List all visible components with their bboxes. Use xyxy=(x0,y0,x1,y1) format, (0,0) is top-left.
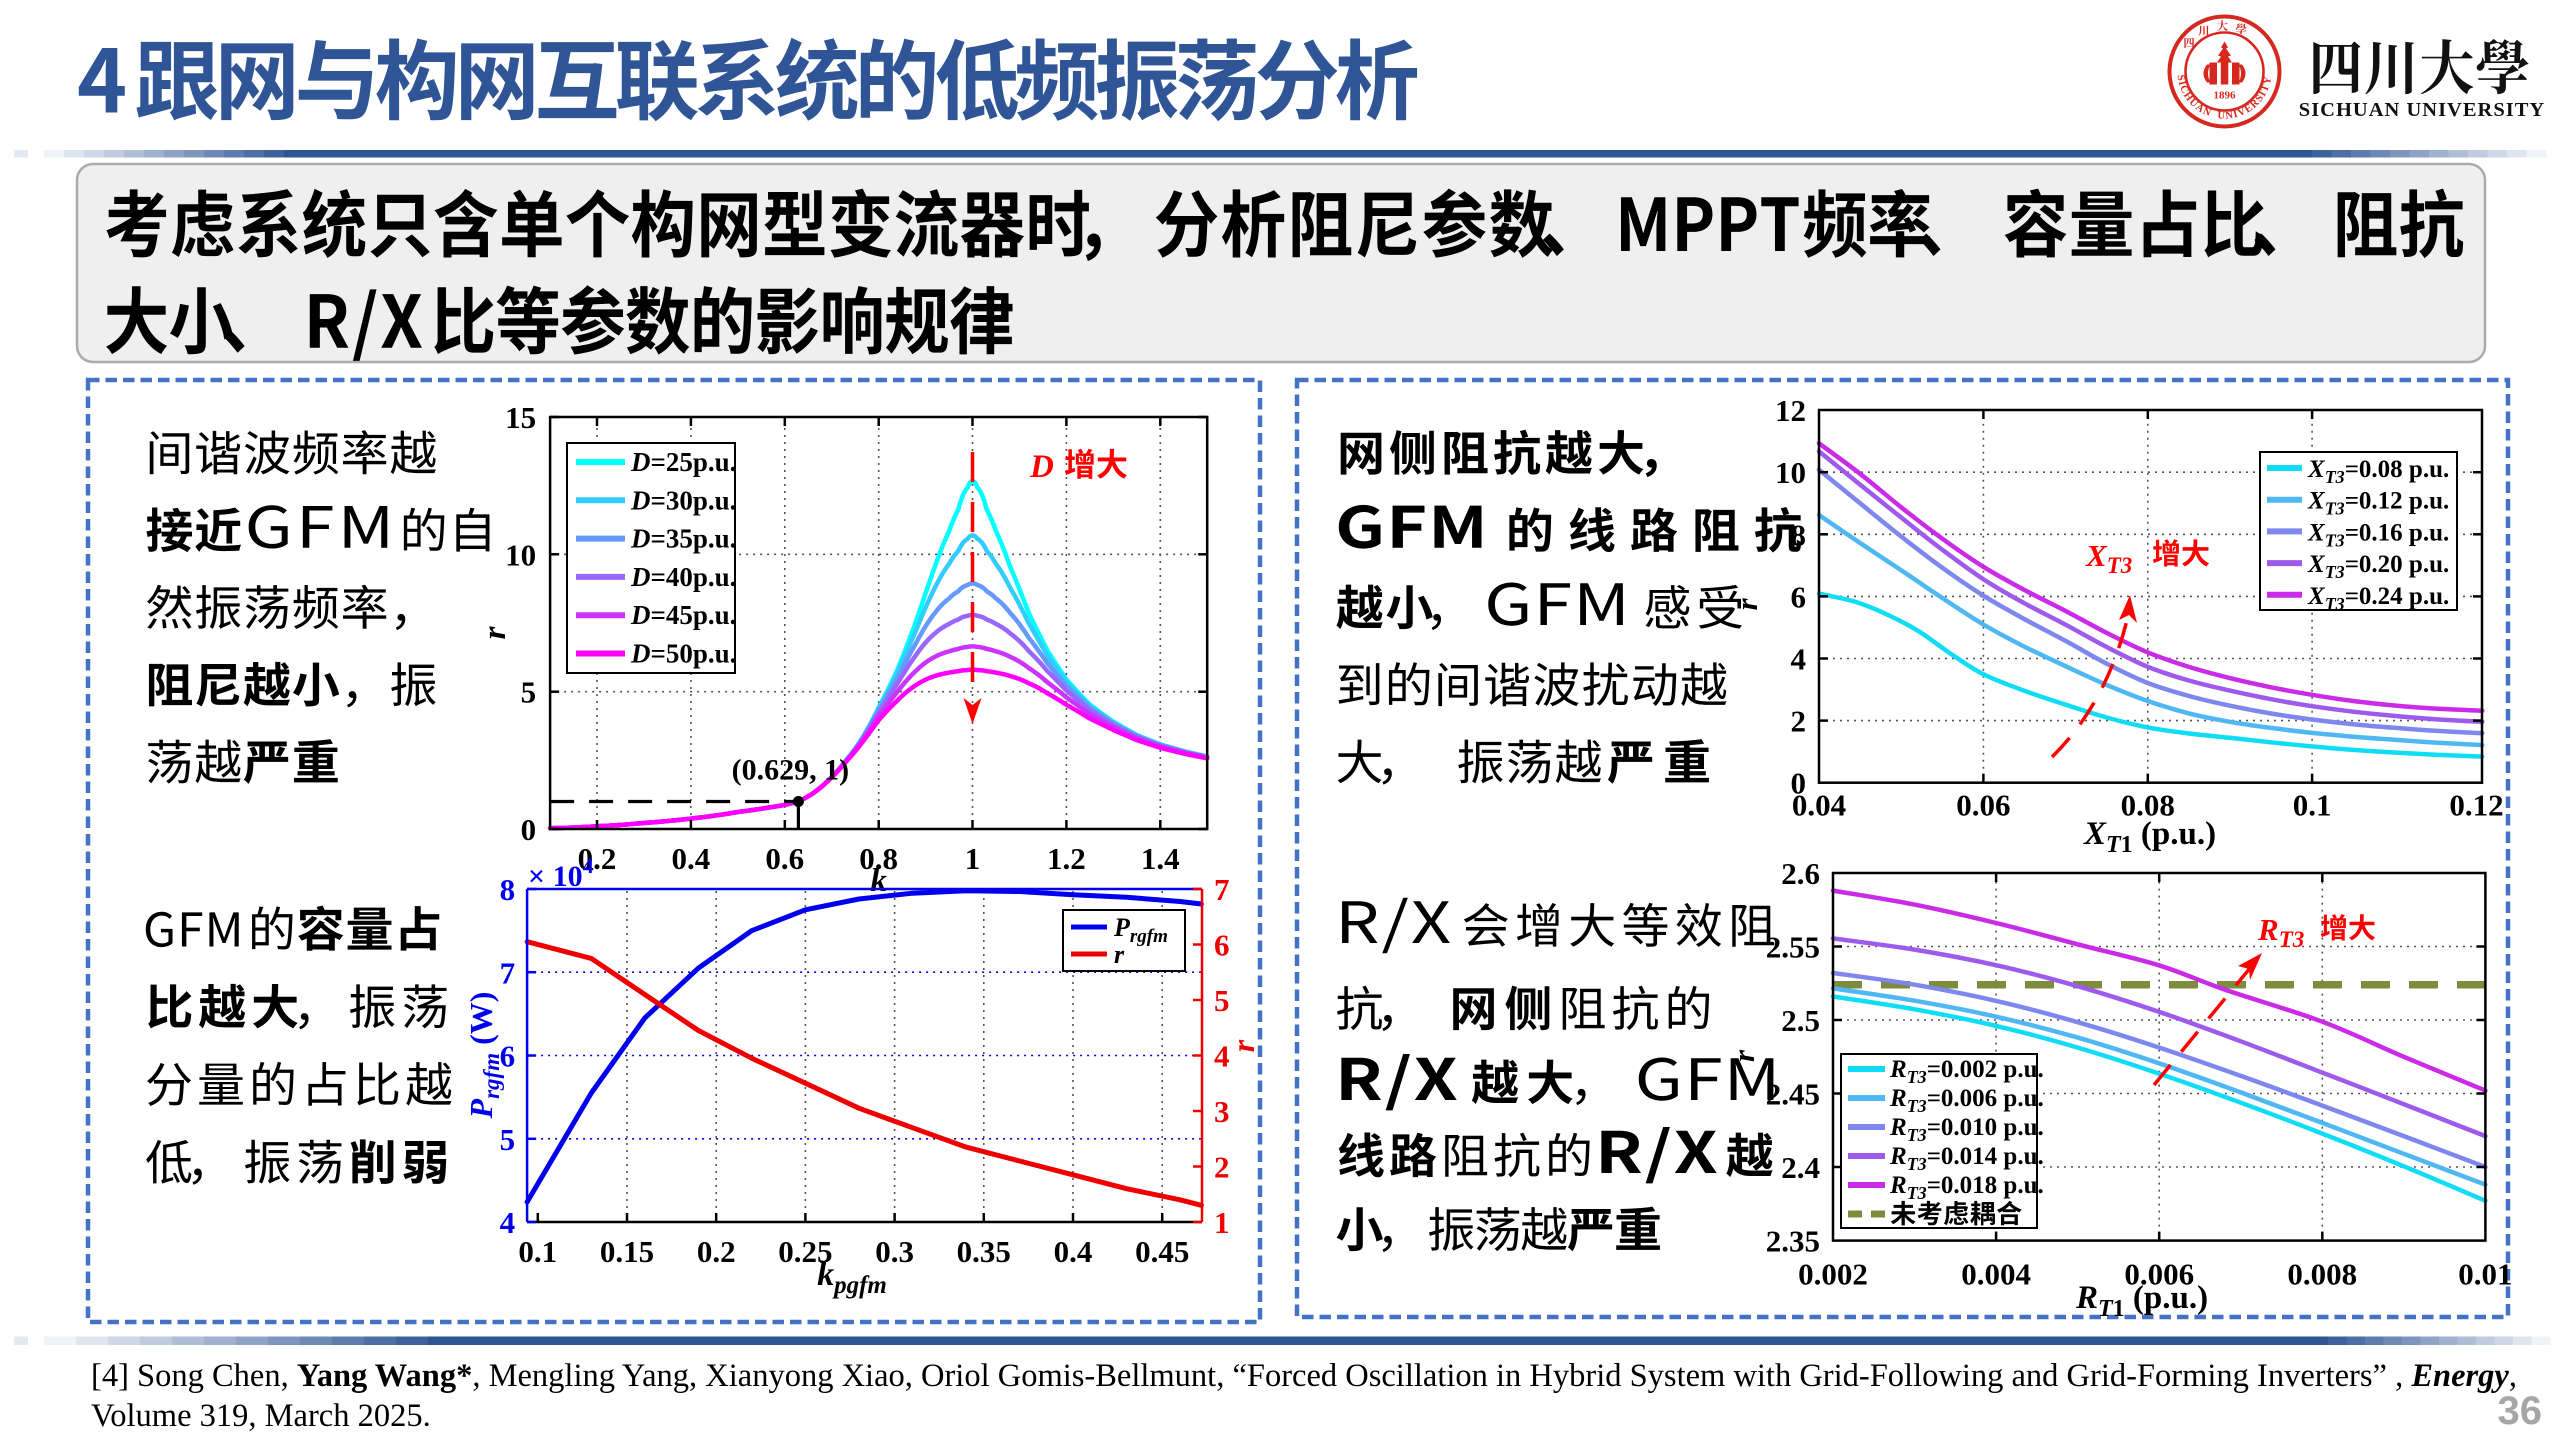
svg-text:0: 0 xyxy=(521,812,537,847)
svg-text:2: 2 xyxy=(1214,1150,1230,1185)
svg-text:D=50p.u.: D=50p.u. xyxy=(630,639,736,669)
svg-text:D=40p.u.: D=40p.u. xyxy=(630,562,736,592)
svg-text:RT1 (p.u.): RT1 (p.u.) xyxy=(2075,1280,2208,1322)
svg-text:0.3: 0.3 xyxy=(875,1234,914,1269)
svg-text:SICHUAN UNIVERSITY: SICHUAN UNIVERSITY xyxy=(2299,99,2545,121)
svg-text:r: r xyxy=(1114,940,1125,969)
svg-text:RT3=0.006 p.u.: RT3=0.006 p.u. xyxy=(1889,1085,2044,1116)
svg-text:0.08: 0.08 xyxy=(2121,788,2175,823)
svg-text:2.35: 2.35 xyxy=(1766,1224,1820,1259)
svg-text:0.002: 0.002 xyxy=(1798,1257,1868,1292)
svg-text:XT3=0.20 p.u.: XT3=0.20 p.u. xyxy=(2307,551,2449,582)
svg-text:10: 10 xyxy=(1775,455,1806,490)
svg-text:2: 2 xyxy=(1791,704,1807,739)
svg-text:r: r xyxy=(477,625,513,639)
svg-text:3: 3 xyxy=(1214,1094,1230,1129)
svg-text:XT3=0.08 p.u.: XT3=0.08 p.u. xyxy=(2307,456,2449,487)
svg-text:0.12: 0.12 xyxy=(2449,788,2503,823)
svg-text:XT3=0.24 p.u.: XT3=0.24 p.u. xyxy=(2307,583,2449,614)
svg-text:r: r xyxy=(1225,1039,1261,1052)
svg-text:2.5: 2.5 xyxy=(1781,1003,1820,1038)
svg-text:1896: 1896 xyxy=(2214,90,2237,102)
svg-text:6: 6 xyxy=(500,1039,516,1074)
svg-text:r: r xyxy=(1729,597,1764,610)
svg-text:RT3=0.018 p.u.: RT3=0.018 p.u. xyxy=(1889,1172,2044,1203)
svg-text:D=25p.u.: D=25p.u. xyxy=(630,447,736,477)
svg-text:2.45: 2.45 xyxy=(1766,1077,1820,1112)
svg-text:4: 4 xyxy=(1791,642,1807,677)
svg-text:7: 7 xyxy=(1214,872,1230,907)
svg-text:36: 36 xyxy=(2498,1389,2543,1433)
svg-text:6: 6 xyxy=(1214,928,1230,963)
svg-text:1: 1 xyxy=(1214,1205,1230,1240)
svg-text:4: 4 xyxy=(1214,1039,1230,1074)
svg-text:0.008: 0.008 xyxy=(2287,1257,2357,1292)
svg-text:XT3=0.12 p.u.: XT3=0.12 p.u. xyxy=(2307,488,2449,519)
svg-text:15: 15 xyxy=(505,400,536,435)
svg-text:10: 10 xyxy=(505,537,536,572)
svg-text:0.4: 0.4 xyxy=(672,841,711,876)
svg-text:8: 8 xyxy=(1791,517,1807,552)
svg-text:0.4: 0.4 xyxy=(1054,1234,1093,1269)
svg-text:0.25: 0.25 xyxy=(778,1234,832,1269)
svg-text:0.15: 0.15 xyxy=(600,1234,654,1269)
svg-text:0.06: 0.06 xyxy=(1956,788,2010,823)
svg-text:2.6: 2.6 xyxy=(1781,856,1820,891)
svg-text:0: 0 xyxy=(1791,766,1807,801)
svg-text:0.45: 0.45 xyxy=(1135,1234,1189,1269)
svg-text:(0.629, 1): (0.629, 1) xyxy=(732,754,849,787)
svg-text:0.8: 0.8 xyxy=(859,841,898,876)
svg-text:5: 5 xyxy=(521,675,537,710)
svg-text:7: 7 xyxy=(500,955,516,990)
svg-text:Volume 319, March 2025.: Volume 319, March 2025. xyxy=(91,1398,431,1434)
svg-text:4: 4 xyxy=(500,1205,516,1240)
svg-text:1: 1 xyxy=(965,841,981,876)
svg-text:1.2: 1.2 xyxy=(1047,841,1086,876)
svg-text:XT3=0.16 p.u.: XT3=0.16 p.u. xyxy=(2307,519,2449,550)
svg-text:0.004: 0.004 xyxy=(1961,1257,2031,1292)
svg-text:0.2: 0.2 xyxy=(697,1234,736,1269)
svg-text:k: k xyxy=(870,863,887,899)
svg-text:5: 5 xyxy=(1214,983,1230,1018)
svg-text:1.4: 1.4 xyxy=(1141,841,1180,876)
svg-text:0.1: 0.1 xyxy=(2293,788,2332,823)
svg-text:[4] Song Chen, Yang Wang*, Men: [4] Song Chen, Yang Wang*, Mengling Yang… xyxy=(91,1358,2517,1394)
svg-text:RT3=0.002 p.u.: RT3=0.002 p.u. xyxy=(1889,1056,2044,1087)
svg-text:0.35: 0.35 xyxy=(957,1234,1011,1269)
svg-text:0.04: 0.04 xyxy=(1792,788,1846,823)
svg-text:D=45p.u.: D=45p.u. xyxy=(630,600,736,630)
svg-text:RT3=0.010 p.u.: RT3=0.010 p.u. xyxy=(1889,1114,2044,1145)
svg-text:2.4: 2.4 xyxy=(1781,1150,1820,1185)
svg-text:0.006: 0.006 xyxy=(2124,1257,2194,1292)
svg-text:D: D xyxy=(1029,449,1054,485)
svg-text:XT1 (p.u.): XT1 (p.u.) xyxy=(2083,816,2216,858)
svg-text:0.2: 0.2 xyxy=(578,841,617,876)
svg-text:D=35p.u.: D=35p.u. xyxy=(630,524,736,554)
svg-text:0.1: 0.1 xyxy=(518,1234,557,1269)
svg-text:r: r xyxy=(1726,1049,1761,1062)
svg-text:6: 6 xyxy=(1791,579,1807,614)
svg-text:12: 12 xyxy=(1775,393,1806,428)
svg-text:0.6: 0.6 xyxy=(765,841,804,876)
svg-text:0.01: 0.01 xyxy=(2458,1257,2512,1292)
svg-text:Prgfm (W): Prgfm (W) xyxy=(463,992,504,1120)
svg-text:RT3=0.014 p.u.: RT3=0.014 p.u. xyxy=(1889,1143,2044,1174)
svg-text:8: 8 xyxy=(500,872,516,907)
svg-text:2.55: 2.55 xyxy=(1766,930,1820,965)
svg-text:D=30p.u.: D=30p.u. xyxy=(630,485,736,515)
svg-text:5: 5 xyxy=(500,1122,516,1157)
